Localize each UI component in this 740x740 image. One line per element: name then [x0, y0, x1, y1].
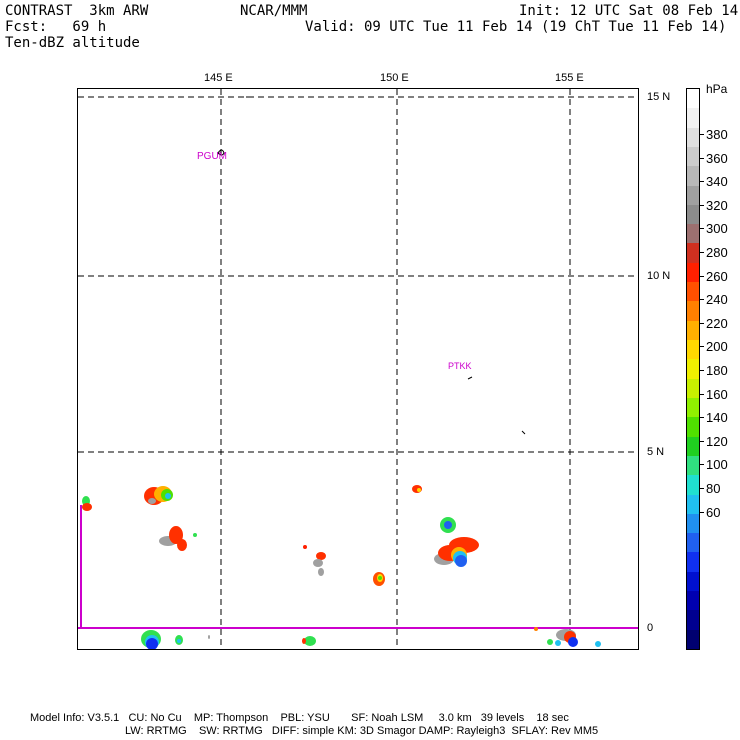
colorbar-tick: [700, 204, 704, 206]
field-name: Ten-dBZ altitude: [5, 35, 140, 51]
map-plot: PGUM PTKK: [77, 88, 639, 650]
colorbar-swatch: [687, 591, 699, 611]
guam-coastline: [217, 149, 225, 156]
colorbar-swatch: [687, 436, 699, 457]
colorbar-label: 100: [706, 457, 728, 473]
storm-cells: [82, 485, 601, 649]
colorbar-label: 340: [706, 174, 728, 190]
colorbar-label: 220: [706, 315, 728, 331]
colorbar-tick: [700, 299, 704, 301]
colorbar-swatch: [687, 108, 699, 129]
colorbar-swatch: [687, 629, 699, 650]
colorbar-tick: [700, 511, 704, 513]
model-title: CONTRAST 3km ARW: [5, 3, 149, 19]
colorbar-swatch: [687, 282, 699, 302]
colorbar-tick: [700, 228, 704, 230]
colorbar-swatch: [687, 185, 699, 206]
colorbar-tick: [700, 275, 704, 277]
colorbar-tick: [700, 181, 704, 183]
colorbar-label: 60: [706, 504, 721, 520]
colorbar-swatch: [687, 513, 699, 534]
colorbar-swatch: [687, 455, 699, 476]
colorbar-swatch: [687, 224, 699, 244]
colorbar-swatch: [687, 127, 699, 148]
colorbar-swatch: [687, 378, 699, 399]
map-graphics: [78, 89, 638, 649]
lat-label-15n: 15 N: [647, 91, 671, 103]
graticule: [78, 89, 638, 649]
lat-label-10n: 10 N: [647, 270, 671, 282]
colorbar-label: 200: [706, 339, 728, 355]
colorbar-label: 300: [706, 221, 728, 237]
valid-time: Valid: 09 UTC Tue 11 Feb 14 (19 ChT Tue …: [305, 19, 727, 35]
colorbar-swatch: [687, 89, 699, 109]
colorbar: [686, 88, 700, 650]
colorbar-label: 360: [706, 150, 728, 166]
colorbar-swatch: [687, 417, 699, 438]
colorbar-label: 380: [706, 127, 728, 142]
colorbar-swatch: [687, 397, 699, 418]
colorbar-tick: [700, 440, 704, 442]
colorbar-swatch: [687, 552, 699, 573]
model-info-line1: Model Info: V3.5.1 CU: No Cu MP: Thompso…: [30, 712, 569, 724]
lat-label-equator: 0: [647, 622, 654, 634]
colorbar-label: 160: [706, 386, 728, 402]
colorbar-swatch: [687, 146, 699, 167]
colorbar-swatch: [687, 243, 699, 264]
colorbar-label: 80: [706, 481, 721, 496]
lon-label-145: 145 E: [204, 72, 233, 84]
colorbar-unit: hPa: [706, 82, 728, 96]
colorbar-tick: [700, 464, 704, 466]
colorbar-swatch: [687, 320, 699, 341]
pohnpei-coastline: [521, 430, 526, 435]
colorbar-tick: [700, 393, 704, 395]
colorbar-tick: [700, 370, 704, 371]
model-info-line2: LW: RRTMG SW: RRTMG DIFF: simple KM: 3D …: [125, 725, 599, 737]
colorbar-swatch: [687, 166, 699, 187]
colorbar-swatch: [687, 533, 699, 553]
colorbar-tick: [700, 346, 704, 348]
colorbar-swatch: [687, 301, 699, 322]
colorbar-swatch: [687, 340, 699, 360]
colorbar-label: 260: [706, 268, 728, 284]
colorbar-label: 240: [706, 292, 728, 308]
colorbar-swatch: [687, 571, 699, 592]
colorbar-label: 280: [706, 245, 728, 260]
colorbar-swatch: [687, 359, 699, 380]
chuuk-coastline: [467, 376, 473, 380]
lon-label-155: 155 E: [555, 72, 584, 84]
colorbar-tick: [700, 252, 704, 253]
colorbar-label: 140: [706, 410, 728, 426]
colorbar-swatch: [687, 494, 699, 515]
init-time: Init: 12 UTC Sat 08 Feb 14: [519, 3, 739, 19]
forecast-hour: Fcst: 69 h: [5, 19, 107, 35]
colorbar-tick: [700, 417, 704, 419]
colorbar-swatch: [687, 204, 699, 225]
colorbar-swatch: [687, 262, 699, 283]
colorbar-tick: [700, 157, 704, 159]
colorbar-tick: [700, 134, 704, 135]
colorbar-label: 320: [706, 197, 728, 213]
lat-label-5n: 5 N: [647, 446, 665, 458]
institution-label: NCAR/MMM: [240, 3, 308, 19]
lon-label-150: 150 E: [380, 72, 409, 84]
station-label-ptkk: PTKK: [448, 361, 472, 371]
colorbar-swatch: [687, 610, 699, 631]
colorbar-label: 120: [706, 433, 728, 449]
colorbar-tick: [700, 488, 704, 489]
colorbar-label: 180: [706, 363, 728, 378]
colorbar-swatch: [687, 475, 699, 495]
colorbar-tick: [700, 322, 704, 324]
station-label-pgum: PGUM: [197, 151, 227, 162]
